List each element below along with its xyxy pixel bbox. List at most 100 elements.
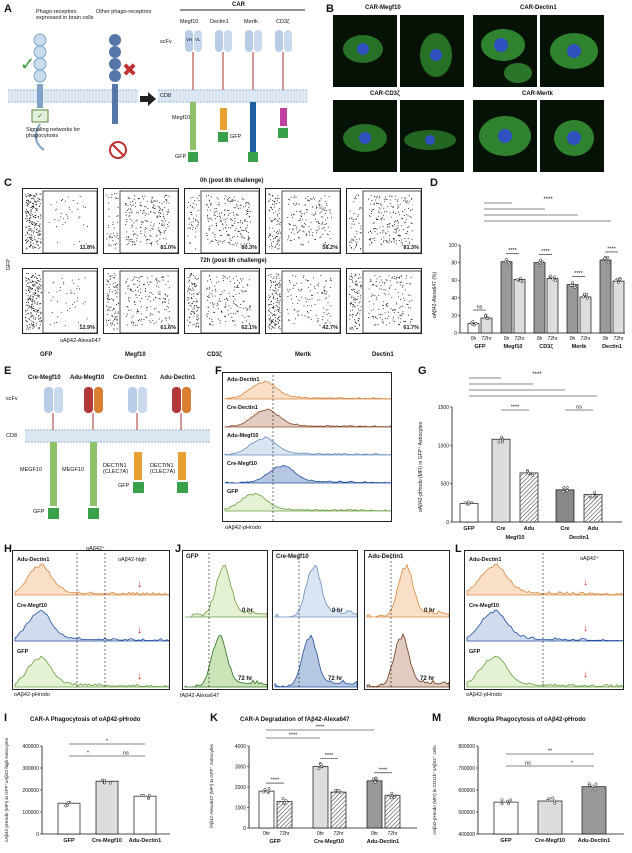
flow-dot [268, 299, 270, 301]
flow-dot [228, 198, 229, 200]
flow-dot [247, 224, 249, 226]
flow-dot [38, 327, 40, 329]
flow-dot [317, 321, 319, 322]
flow-dot [131, 226, 133, 228]
flow-dot [324, 243, 326, 245]
flow-dot [268, 326, 270, 328]
flow-dot [271, 325, 273, 327]
flow-dot [192, 226, 194, 228]
flow-dot [151, 201, 153, 203]
flow-dot [190, 313, 192, 315]
flow-dot [276, 273, 278, 275]
flow-dot [407, 294, 409, 296]
flow-dot [40, 199, 42, 201]
gate-rect [281, 270, 340, 333]
flow-dot [329, 287, 331, 288]
data-point [587, 783, 591, 787]
flow-dot [110, 245, 112, 247]
flow-dot [138, 198, 140, 199]
flow-dot [292, 228, 294, 230]
flow-dot [206, 209, 208, 211]
sig-label: **** [574, 271, 583, 277]
flow-dot [188, 292, 190, 294]
flow-dot [29, 296, 31, 297]
flow-dot [287, 313, 289, 315]
flow-dot [30, 304, 32, 306]
y-tick-label: 800000 [458, 744, 475, 750]
flow-dot [358, 277, 359, 279]
flow-dot [136, 324, 138, 326]
flow-dot [314, 286, 316, 288]
flow-dot [141, 318, 142, 320]
flow-dot [387, 318, 389, 319]
flow-dot [28, 288, 29, 290]
flow-dot [401, 313, 403, 315]
flow-dot [275, 283, 277, 285]
flow-dot [149, 320, 150, 322]
flow-dot [236, 285, 238, 286]
flow-dot [241, 198, 243, 199]
data-point [504, 260, 508, 263]
flow-dot [375, 316, 377, 318]
flow-dot [352, 219, 354, 220]
flow-dot [37, 197, 39, 199]
flow-dot [247, 285, 249, 286]
flow-dot [392, 319, 394, 321]
flow-dot [25, 319, 27, 321]
flow-dot [54, 219, 56, 221]
flow-dot [356, 283, 358, 284]
flow-dot [30, 217, 31, 218]
x-sub-label: 72hr [613, 336, 623, 342]
flow-dot [40, 320, 42, 322]
sig-label: * [106, 739, 109, 745]
flow-dot [26, 248, 28, 250]
flow-dot [402, 320, 404, 322]
flow-dot [165, 319, 167, 321]
flow-dot [327, 234, 329, 235]
flow-dot [125, 282, 127, 284]
flow-dot [130, 212, 132, 214]
flow-dot [354, 319, 356, 321]
flow-dot [133, 276, 135, 278]
flow-dot [109, 307, 111, 309]
flow-dot [107, 296, 109, 298]
c-group-megf10: Megf10 [125, 352, 146, 358]
flow-dot [211, 321, 213, 322]
flow-dot [388, 293, 390, 295]
flow-dot [27, 204, 29, 206]
data-point [593, 495, 597, 499]
flow-dot [278, 326, 280, 327]
flow-dot [384, 312, 386, 314]
flow-dot [392, 226, 394, 228]
flow-dot [380, 243, 382, 245]
flow-dot [392, 225, 393, 226]
flow-dot [355, 322, 357, 323]
flow-dot [242, 278, 244, 280]
flow-dot [294, 285, 296, 287]
flow-dot [370, 203, 372, 205]
bar [133, 795, 157, 835]
track-label: GFP [469, 649, 481, 655]
flow-dot [30, 312, 32, 314]
flow-dot [393, 278, 395, 279]
flow-dot [117, 312, 119, 314]
flow-dot [159, 281, 161, 282]
flow-dot [287, 296, 289, 297]
flow-dot [381, 244, 383, 246]
flow-dot [314, 198, 315, 200]
flow-dot [359, 277, 361, 278]
flow-dot [27, 199, 28, 201]
flow-dot [230, 281, 231, 282]
flow-dot [358, 308, 360, 310]
flow-dot [329, 210, 331, 212]
flow-dot [138, 320, 140, 322]
flow-dot [37, 280, 39, 281]
flow-dot [398, 222, 399, 224]
flow-dot [126, 219, 128, 220]
flow-dot [32, 247, 34, 249]
flow-dot [125, 203, 126, 204]
flow-dot [77, 203, 79, 204]
flow-dot [29, 238, 31, 240]
flow-dot [351, 327, 353, 329]
flow-dot [162, 209, 163, 210]
